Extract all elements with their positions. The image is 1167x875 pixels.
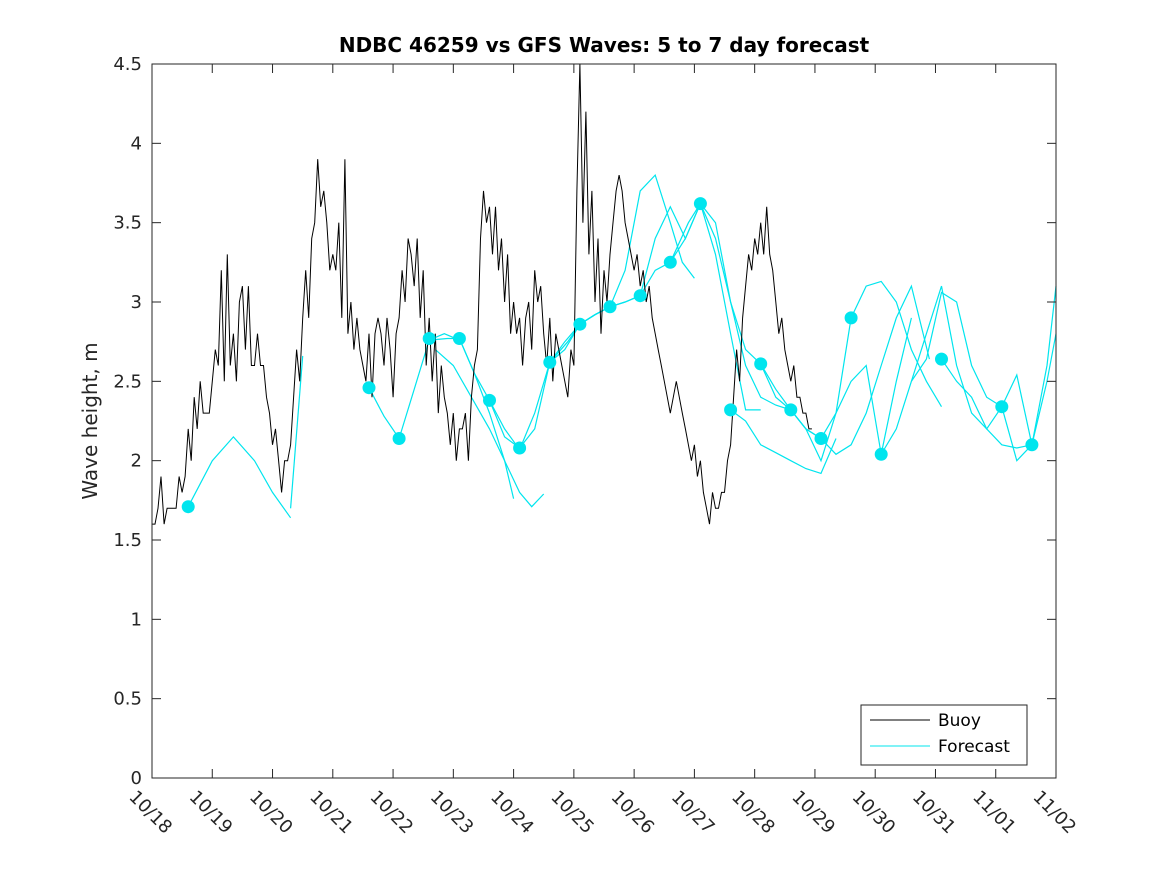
forecast-line-21 — [910, 285, 1033, 445]
y-tick-label: 3 — [131, 292, 142, 313]
forecast-marker — [724, 403, 738, 417]
forecast-markers — [181, 197, 1039, 514]
forecast-line-22 — [941, 286, 1057, 449]
forecast-marker — [844, 311, 858, 325]
forecast-marker — [663, 255, 677, 269]
buoy-line — [152, 63, 812, 525]
forecast-marker — [603, 300, 617, 314]
forecast-line-3 — [368, 333, 460, 440]
y-axis-label: Wave height, m — [78, 342, 102, 499]
forecast-marker — [935, 352, 948, 366]
legend: Buoy Forecast — [860, 704, 1028, 766]
buoy-line-group — [152, 63, 812, 525]
y-tick-label: 4.5 — [113, 54, 142, 75]
forecast-marker — [573, 317, 587, 331]
forecast-marker — [874, 447, 888, 461]
forecast-line-17 — [790, 317, 912, 463]
forecast-marker — [452, 332, 466, 345]
forecast-marker — [754, 357, 768, 371]
legend-buoy-label: Buoy — [938, 711, 981, 731]
forecast-line-7 — [488, 323, 581, 451]
forecast-marker — [633, 289, 647, 303]
y-tick-label: 0 — [131, 768, 142, 789]
y-tick-label: 1 — [131, 609, 142, 630]
y-tick-label: 0.5 — [113, 689, 142, 710]
forecast-line-5 — [434, 349, 545, 508]
forecast-marker — [784, 403, 798, 417]
forecast-marker — [362, 381, 376, 395]
y-tick-label: 2 — [131, 451, 142, 472]
y-tick-label: 1.5 — [113, 530, 142, 551]
forecast-marker — [543, 355, 557, 369]
legend-box — [860, 704, 1028, 766]
plot-area — [152, 64, 1056, 778]
forecast-line-1 — [187, 435, 292, 519]
forecast-marker — [422, 332, 436, 345]
forecast-marker — [181, 500, 195, 514]
forecast-marker — [814, 432, 828, 445]
forecast-marker — [1025, 438, 1039, 452]
forecast-marker — [392, 432, 406, 445]
y-tick-label: 4 — [131, 133, 142, 154]
chart-title: NDBC 46259 vs GFS Waves: 5 to 7 day fore… — [339, 33, 870, 57]
forecast-marker — [995, 400, 1009, 414]
forecast-marker — [483, 393, 496, 407]
forecast-line-20 — [880, 291, 1003, 455]
forecast-line-19 — [850, 280, 943, 408]
forecast-marker — [513, 441, 527, 455]
y-tick-label: 3.5 — [113, 213, 142, 234]
y-tick-label: 2.5 — [113, 371, 142, 392]
forecast-lines — [187, 173, 1057, 519]
forecast-line-2 — [290, 355, 304, 509]
forecast-line-18 — [820, 284, 930, 456]
y-axis: 0 0.5 1 1.5 2 2.5 3 3.5 4 4.5 — [113, 54, 1056, 789]
plot-frame — [151, 63, 1057, 779]
forecast-marker — [693, 197, 707, 211]
forecast-line-15 — [730, 409, 837, 475]
legend-forecast-label: Forecast — [938, 737, 1010, 757]
